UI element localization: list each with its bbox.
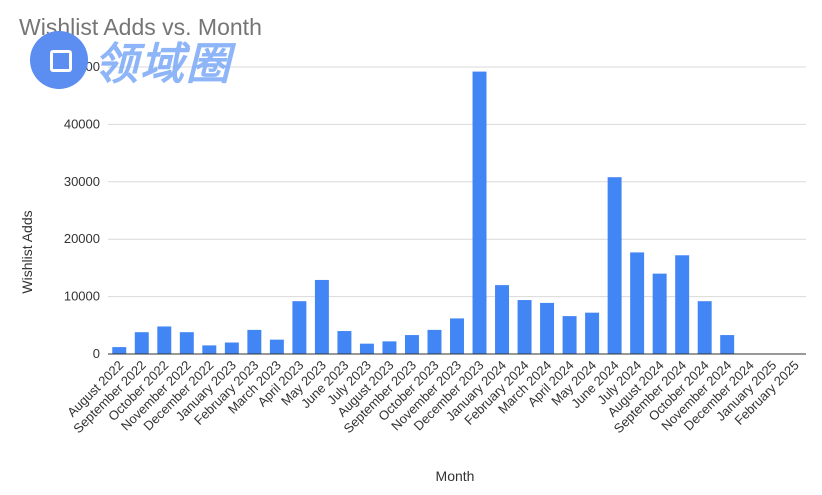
y-axis-ticks: 01000020000300004000050000 [64,59,100,361]
bar-7 [269,339,284,354]
bar-10 [337,331,352,354]
bar-5 [224,342,239,354]
y-tick-label: 10000 [64,289,100,304]
bar-15 [450,318,464,354]
bar-11 [359,343,374,354]
bars [112,71,735,354]
gridlines [108,66,806,298]
bar-21 [585,312,600,354]
bar-2 [157,326,172,354]
bar-16 [472,71,487,354]
bar-19 [540,302,555,354]
y-tick-label: 40000 [64,116,100,131]
bar-6 [247,329,262,354]
bar-3 [179,332,194,354]
bar-23 [630,252,645,354]
bar-0 [112,347,127,354]
bar-24 [652,273,667,354]
bar-26 [697,301,712,354]
watermark: 领域圈 [30,28,232,92]
bar-18 [517,300,532,354]
bar-14 [427,329,442,354]
bar-1 [134,332,149,354]
watermark-logo-icon [30,31,88,89]
bar-22 [607,177,622,354]
y-axis-label: Wishlist Adds [19,210,35,293]
bar-17 [495,285,510,354]
bar-25 [675,255,690,354]
bar-13 [404,335,419,354]
x-axis-label: Month [436,468,475,484]
bar-8 [292,301,307,354]
bar-9 [314,279,329,354]
watermark-text: 领域圈 [94,39,232,90]
bar-20 [562,316,577,354]
y-tick-label: 0 [93,346,100,361]
bar-27 [720,335,735,354]
y-tick-label: 20000 [64,231,100,246]
y-tick-label: 30000 [64,174,100,189]
bar-4 [202,345,217,354]
bar-12 [382,341,397,354]
